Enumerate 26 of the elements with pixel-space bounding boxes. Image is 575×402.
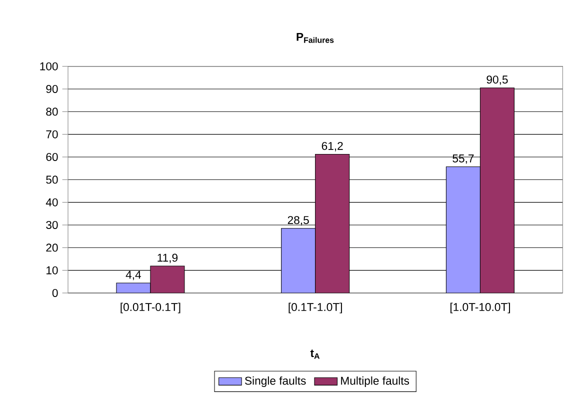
y-tick-label: 40	[46, 198, 58, 206]
data-label: 61,2	[322, 142, 343, 152]
data-label: 28,5	[288, 216, 309, 226]
y-tick-label: 30	[46, 220, 58, 229]
bar	[446, 166, 480, 293]
y-tick-label: 70	[46, 130, 58, 138]
legend-label: Multiple faults	[341, 376, 410, 387]
legend-label: Single faults	[245, 376, 306, 387]
data-label: 90,5	[486, 76, 508, 85]
data-label: 55,7	[452, 154, 474, 164]
chart-title: P$_{Failures}$	[296, 32, 334, 43]
bar	[281, 228, 316, 293]
y-tick-label: 10	[46, 266, 58, 274]
y-tick-label: 60	[46, 152, 58, 161]
y-tick-label: 20	[46, 244, 58, 252]
data-label: 4,4	[126, 270, 142, 280]
x-tick-label: [0.1T-1.0T]	[288, 302, 342, 314]
y-tick-label: 80	[46, 108, 58, 116]
y-tick-label: 0	[52, 288, 58, 297]
x-tick-label: [1.0T-10.0T]	[450, 302, 510, 314]
y-tick-label: 100	[40, 62, 58, 70]
y-tick-label: 90	[46, 84, 58, 93]
x-axis-title: t$_{A}$	[310, 350, 320, 359]
x-tick-label: [0.01T-0.1T]	[120, 302, 180, 314]
y-tick-label: 50	[46, 176, 58, 184]
data-label: 11,9	[158, 254, 178, 264]
